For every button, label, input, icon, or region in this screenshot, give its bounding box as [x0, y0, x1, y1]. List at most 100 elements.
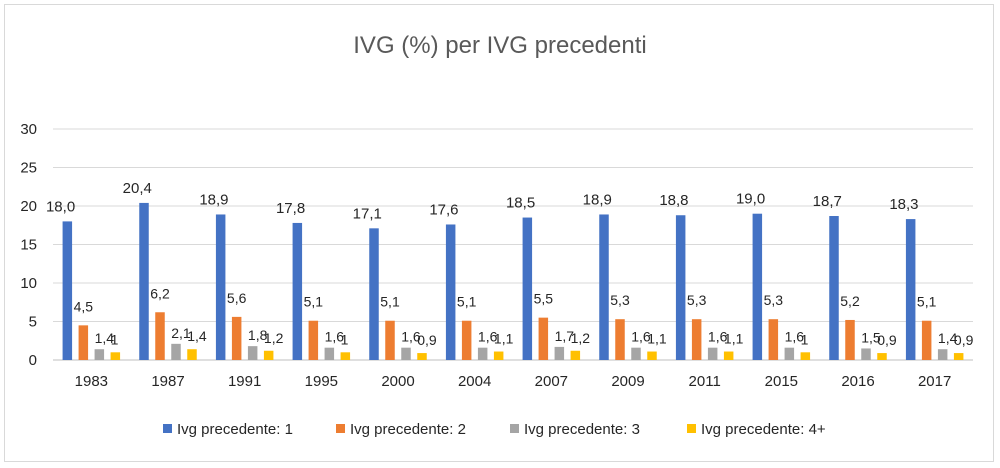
data-label: 1	[801, 331, 809, 347]
bar	[461, 320, 472, 360]
bar	[921, 320, 932, 360]
bar	[94, 349, 105, 360]
data-label: 17,8	[276, 200, 305, 217]
chart-frame: IVG (%) per IVG precedenti 0 5 10 15 20 25 30 …	[4, 4, 994, 462]
bar	[324, 347, 335, 360]
data-label: 1,4	[938, 330, 958, 346]
bar	[877, 353, 887, 360]
data-label: 4,5	[74, 298, 94, 314]
bar	[139, 202, 149, 360]
legend-swatch	[687, 424, 696, 433]
data-label: 1,8	[248, 327, 268, 343]
bar	[723, 351, 734, 360]
bar	[768, 319, 779, 360]
x-tick-label: 1983	[75, 373, 108, 390]
bar	[215, 214, 226, 360]
data-label: 18,3	[889, 196, 918, 213]
bar	[554, 346, 565, 360]
data-label: 5,1	[304, 294, 324, 310]
bar	[845, 319, 855, 360]
bar	[171, 343, 181, 360]
x-tick-label: 2016	[841, 373, 874, 390]
bar	[937, 349, 948, 360]
legend-swatch	[336, 424, 345, 433]
data-label: 5,1	[457, 294, 477, 310]
data-label: 18,0	[46, 198, 75, 215]
data-label: 19,0	[736, 191, 765, 208]
bars	[62, 202, 964, 360]
data-label: 20,4	[123, 180, 152, 197]
data-label: 1,1	[647, 331, 667, 347]
data-label: 1,1	[724, 331, 744, 347]
bar	[953, 353, 964, 360]
data-label: 2,1	[171, 325, 191, 341]
data-label: 1,6	[631, 329, 651, 345]
bar	[647, 351, 657, 360]
data-label: 5,6	[227, 290, 247, 306]
y-tick-label: 20	[20, 198, 37, 215]
bar	[631, 347, 641, 360]
y-axis-ticks: 0 5 10 15 20 25 30	[20, 121, 37, 369]
bar	[784, 347, 795, 360]
bar	[477, 347, 488, 360]
data-label: 18,9	[199, 191, 228, 208]
bar-chart: IVG (%) per IVG precedenti 051015202530 …	[20, 32, 974, 438]
data-label: 1,2	[571, 330, 591, 346]
bar	[62, 221, 73, 360]
data-label: 5,3	[687, 292, 707, 308]
data-label: 0,9	[877, 332, 897, 348]
bar	[615, 319, 625, 360]
data-label: 18,7	[813, 193, 842, 210]
data-label: 1,4	[187, 328, 207, 344]
bar	[263, 350, 274, 360]
data-label: 5,3	[764, 292, 784, 308]
data-label: 5,1	[917, 294, 937, 310]
data-label: 5,2	[840, 293, 860, 309]
bar	[707, 347, 718, 360]
x-tick-label: 2007	[535, 373, 568, 390]
bar	[417, 353, 427, 360]
bar	[752, 213, 763, 360]
bar	[861, 348, 871, 360]
bar	[155, 312, 165, 360]
x-tick-label: 2011	[689, 373, 721, 390]
data-label: 1,6	[478, 329, 498, 345]
data-label: 1,5	[861, 329, 881, 345]
legend-label: Ivg precedente: 2	[350, 421, 466, 438]
bar	[445, 224, 456, 360]
data-label: 1,1	[494, 331, 514, 347]
data-label: 5,3	[610, 292, 630, 308]
bar	[829, 216, 839, 360]
y-tick-label: 10	[20, 275, 37, 292]
y-tick-label: 0	[29, 352, 37, 369]
bar	[231, 316, 242, 360]
legend-label: Ivg precedente: 3	[524, 421, 640, 438]
bar	[340, 352, 351, 360]
legend: Ivg precedente: 1 Ivg precedente: 2 Ivg pr…	[163, 421, 826, 438]
x-tick-label: 2009	[611, 373, 644, 390]
x-axis-ticks: 1983 1987 1991 1995 2000 2004 2007 2009 2011 2015…	[75, 373, 952, 390]
data-label: 1,6	[708, 329, 728, 345]
data-label: 18,9	[583, 191, 612, 208]
bar	[905, 219, 916, 360]
y-tick-label: 30	[20, 121, 37, 138]
bar	[570, 350, 581, 360]
legend-label: Ivg precedente: 1	[177, 421, 293, 438]
bar	[493, 351, 504, 360]
bar	[78, 325, 89, 360]
x-tick-label: 1987	[151, 373, 184, 390]
bar	[800, 352, 811, 360]
bar	[538, 317, 549, 360]
y-tick-label: 25	[20, 160, 37, 177]
bar	[522, 217, 533, 360]
data-label: 5,1	[380, 294, 400, 310]
data-labels: 18,04,51,4120,46,22,11,418,95,61,81,217,…	[46, 180, 974, 348]
chart-title: IVG (%) per IVG precedenti	[353, 32, 646, 59]
x-tick-label: 2017	[918, 373, 951, 390]
bar	[247, 346, 258, 360]
y-tick-label: 15	[20, 237, 37, 254]
x-tick-label: 2000	[381, 373, 414, 390]
bar	[369, 228, 379, 360]
gridlines	[53, 128, 973, 361]
data-label: 1,6	[325, 329, 345, 345]
